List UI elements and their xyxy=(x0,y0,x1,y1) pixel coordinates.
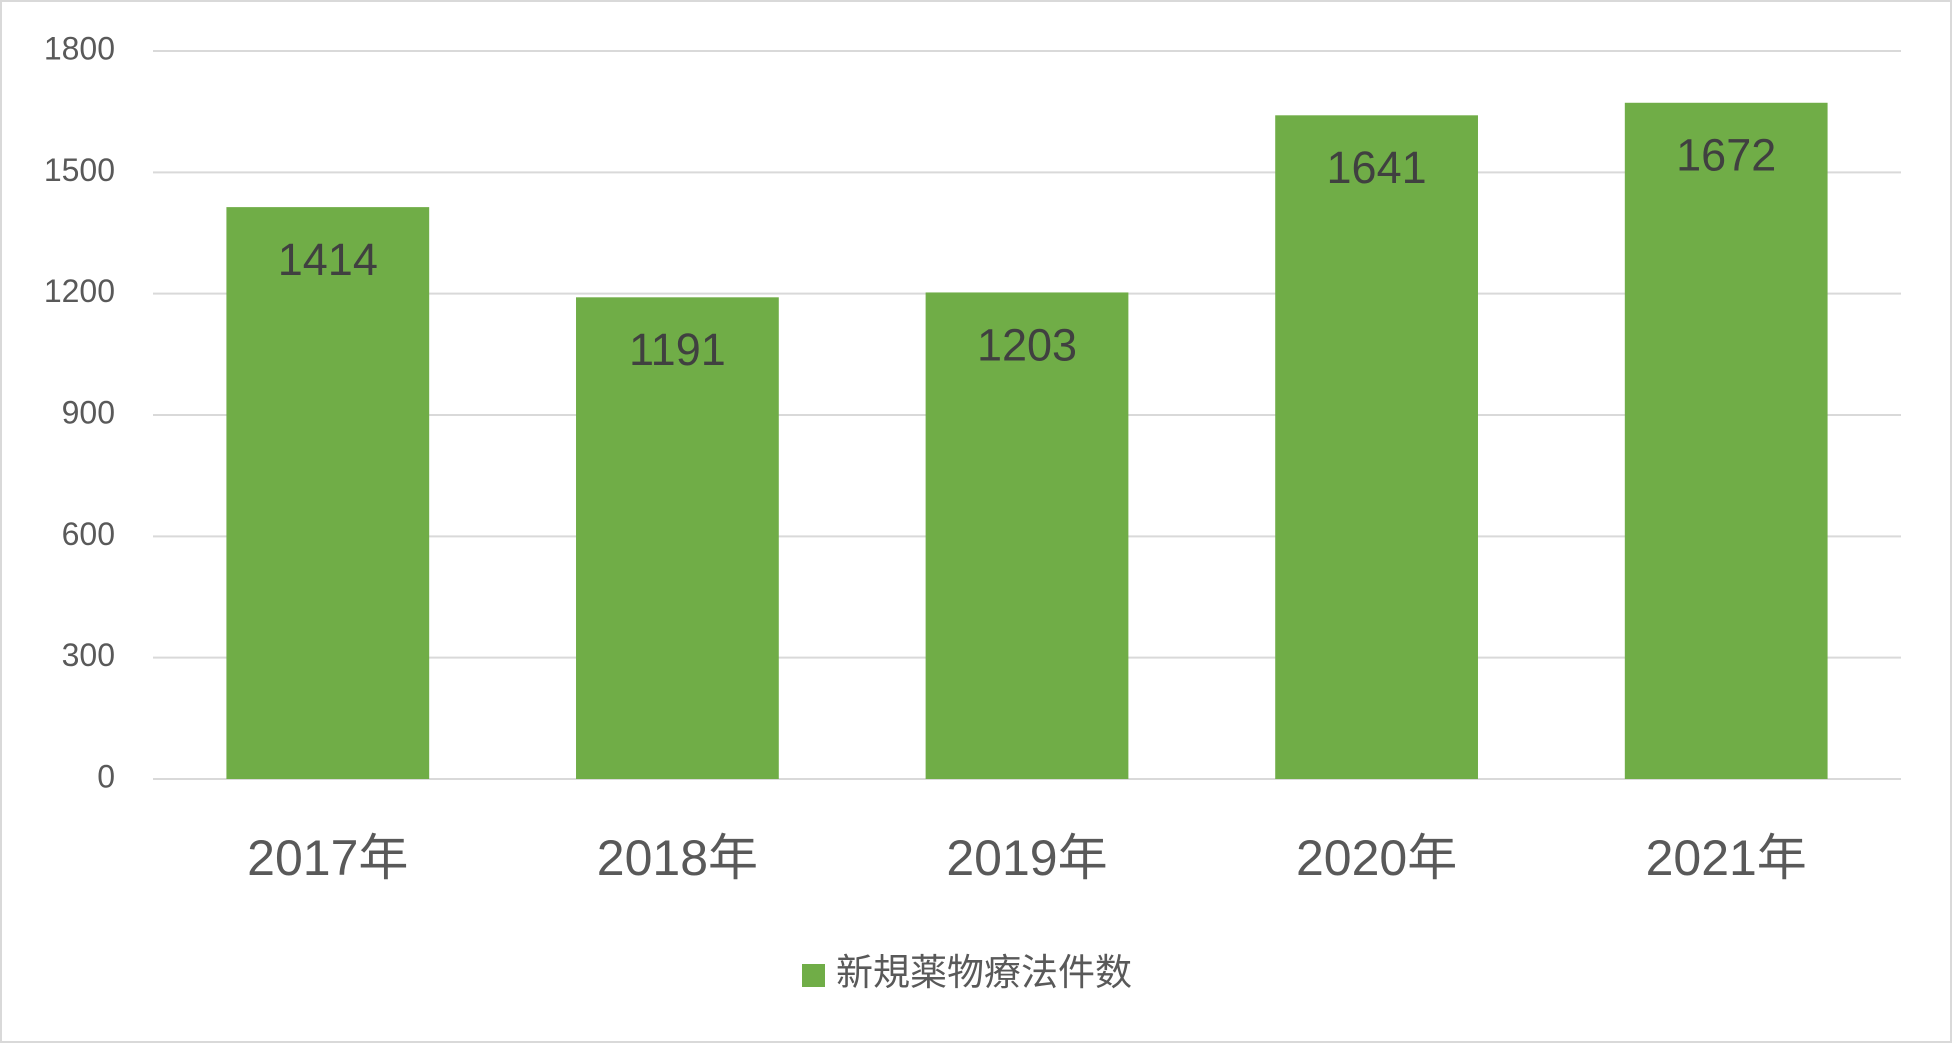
bar xyxy=(1275,115,1478,780)
x-tick-label: 2018年 xyxy=(597,830,758,886)
x-tick-label: 2017年 xyxy=(247,830,408,886)
y-tick-label: 600 xyxy=(62,516,115,552)
y-tick-label: 300 xyxy=(62,637,115,673)
data-label: 1191 xyxy=(629,324,726,375)
y-tick-label: 900 xyxy=(62,394,115,430)
y-tick-label: 1200 xyxy=(44,273,115,309)
x-tick-label: 2021年 xyxy=(1646,830,1807,886)
bar xyxy=(576,297,779,779)
data-label: 1672 xyxy=(1676,130,1776,181)
y-tick-label: 1800 xyxy=(44,30,115,66)
data-label: 1414 xyxy=(278,234,378,285)
y-tick-label: 1500 xyxy=(44,152,115,188)
bar xyxy=(226,207,430,780)
legend-label: 新規薬物療法件数 xyxy=(836,952,1132,993)
legend-swatch xyxy=(802,964,825,987)
bar xyxy=(1624,102,1828,779)
bar xyxy=(925,292,1129,779)
data-label: 1641 xyxy=(1327,142,1427,193)
x-tick-label: 2019年 xyxy=(946,830,1107,886)
x-tick-label: 2020年 xyxy=(1296,830,1457,886)
data-label: 1203 xyxy=(977,319,1077,370)
y-tick-label: 0 xyxy=(97,758,115,794)
